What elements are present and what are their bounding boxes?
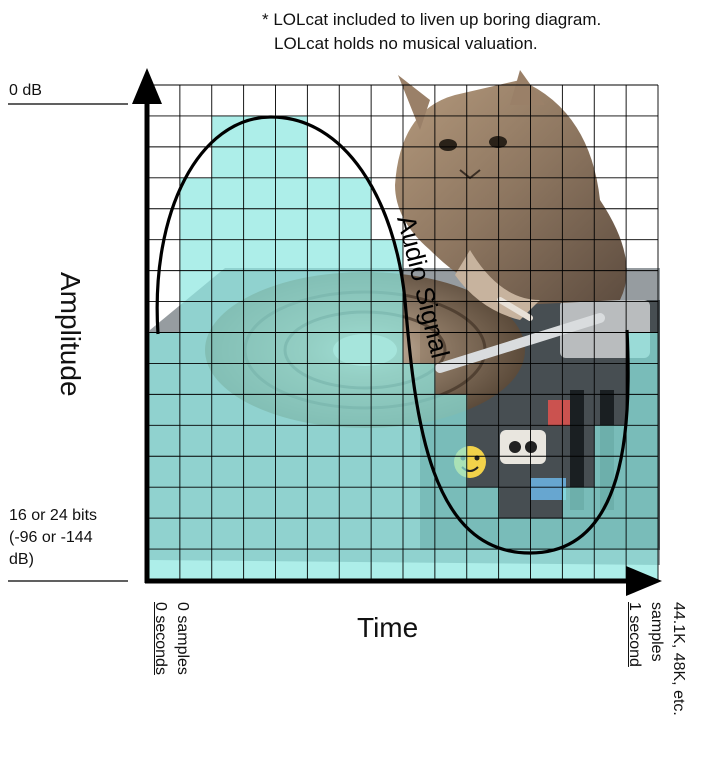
y-bottom-label-line1: 16 or 24 bits [9,507,98,524]
grid-lines [147,84,659,581]
x-axis [145,566,662,596]
x-start-label-line2: 0 seconds [152,602,169,675]
audio-signal-curve [155,115,630,555]
x-axis-title: Time [357,612,419,643]
lolcat-note-line1: * LOLcat included to liven up boring dia… [262,10,602,29]
y-axis [132,68,162,583]
x-end-label-line2: samples [648,602,665,662]
y-axis-title: Amplitude [55,272,86,397]
y-bottom-label-line2: (-96 or -144 [9,529,93,546]
x-start-label-line1: 0 samples [174,602,191,675]
sample-bar [179,177,213,580]
sample-bar [307,177,340,580]
x-end-label-line3: 1 second [626,602,643,667]
sample-bar [371,239,404,580]
y-bottom-label-line3: dB) [9,551,34,568]
sample-bar [243,115,276,580]
sample-bar [211,115,245,580]
sample-bar [403,363,436,580]
x-end-label-line1: 44.1K, 48K, etc. [670,602,687,716]
y-top-label: 0 dB [9,82,42,99]
sample-bar [562,487,595,580]
sample-bar [275,115,308,580]
sample-bar [339,177,372,580]
lolcat-note-line2: LOLcat holds no musical valuation. [274,34,538,53]
